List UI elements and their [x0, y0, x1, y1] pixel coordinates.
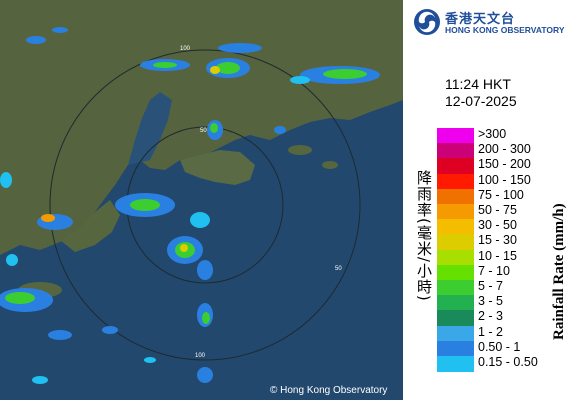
legend-swatch [437, 310, 474, 327]
legend-swatch [437, 188, 474, 205]
legend-swatch [437, 204, 474, 220]
legend-swatch [437, 234, 474, 251]
legend-swatch [437, 264, 474, 281]
legend-range-label: 2 - 3 [478, 309, 504, 324]
legend-swatch [437, 295, 474, 311]
legend-swatch [437, 340, 474, 357]
ring-label-50-east: 50 [335, 266, 342, 272]
ring-label-100-north: 100 [180, 46, 191, 52]
legend-range-label: 150 - 200 [478, 157, 531, 172]
hko-logo-icon [414, 9, 440, 35]
legend-row: 0.50 - 1 [437, 339, 577, 357]
legend-row: 10 - 15 [437, 248, 577, 266]
legend-swatch [437, 325, 474, 342]
legend-swatch [437, 158, 474, 175]
legend-range-label: 3 - 5 [478, 294, 504, 309]
legend-panel: 香港天文台 HONG KONG OBSERVATORY 11:24 HKT 12… [403, 0, 577, 400]
observation-date: 12-07-2025 [445, 93, 517, 109]
legend-row: 3 - 5 [437, 294, 577, 311]
legend-swatch [437, 280, 474, 296]
legend-swatch [437, 249, 474, 266]
radar-echoes [0, 27, 380, 384]
legend-row: 0.15 - 0.50 [437, 355, 577, 372]
range-ring-outer [49, 49, 361, 361]
legend-range-label: 75 - 100 [478, 187, 524, 202]
legend-range-label: 10 - 15 [478, 248, 517, 263]
legend-swatch [437, 219, 474, 235]
logo-chinese-text: 香港天文台 [445, 12, 516, 27]
legend-range-label: 0.50 - 1 [478, 339, 521, 354]
legend-row: 50 - 75 [437, 203, 577, 220]
radar-map: 50 100 50 100 [0, 0, 403, 400]
ring-label-100-south: 100 [195, 353, 206, 359]
legend-swatch [437, 143, 474, 159]
legend-row: 15 - 30 [437, 233, 577, 251]
legend-range-label: 100 - 150 [478, 172, 531, 187]
legend-row: 200 - 300 [437, 142, 577, 159]
radar-map-canvas: 50 100 50 100 [0, 0, 403, 400]
legend-range-label: 5 - 7 [478, 279, 504, 293]
estuary [128, 92, 172, 165]
legend-title-chinese: 降雨率(毫米/小時) [415, 170, 433, 302]
legend-row: 100 - 150 [437, 172, 577, 190]
legend-row: >300 [437, 127, 577, 144]
legend-row: 1 - 2 [437, 324, 577, 342]
legend-range-label: 0.15 - 0.50 [478, 355, 538, 369]
island [288, 145, 312, 155]
legend-row: 2 - 3 [437, 309, 577, 327]
observation-time: 11:24 HKT [445, 76, 511, 92]
map-copyright: © Hong Kong Observatory [270, 385, 388, 396]
hko-logo: 香港天文台 HONG KONG OBSERVATORY [413, 8, 575, 38]
legend-range-label: 30 - 50 [478, 218, 517, 233]
legend-title-english: Rainfall Rate (mm/h) [551, 203, 567, 340]
legend-range-label: >300 [478, 127, 507, 141]
legend-row: 150 - 200 [437, 157, 577, 175]
logo-english-text: HONG KONG OBSERVATORY [445, 25, 565, 35]
legend-swatch [437, 173, 474, 190]
legend-row: 75 - 100 [437, 187, 577, 205]
legend-range-label: 50 - 75 [478, 203, 517, 217]
legend-row: 5 - 7 [437, 279, 577, 296]
legend-range-label: 200 - 300 [478, 142, 531, 157]
legend-range-label: 7 - 10 [478, 263, 510, 278]
hong-kong-land [180, 150, 255, 185]
legend-swatch [437, 128, 474, 144]
legend-row: 30 - 50 [437, 218, 577, 235]
legend-swatch [437, 356, 474, 372]
western-delta-land [60, 200, 120, 252]
legend-row: 7 - 10 [437, 263, 577, 281]
ring-label-50-north: 50 [200, 128, 207, 134]
island [322, 161, 338, 169]
legend-range-label: 15 - 30 [478, 233, 517, 248]
legend-range-label: 1 - 2 [478, 324, 504, 339]
